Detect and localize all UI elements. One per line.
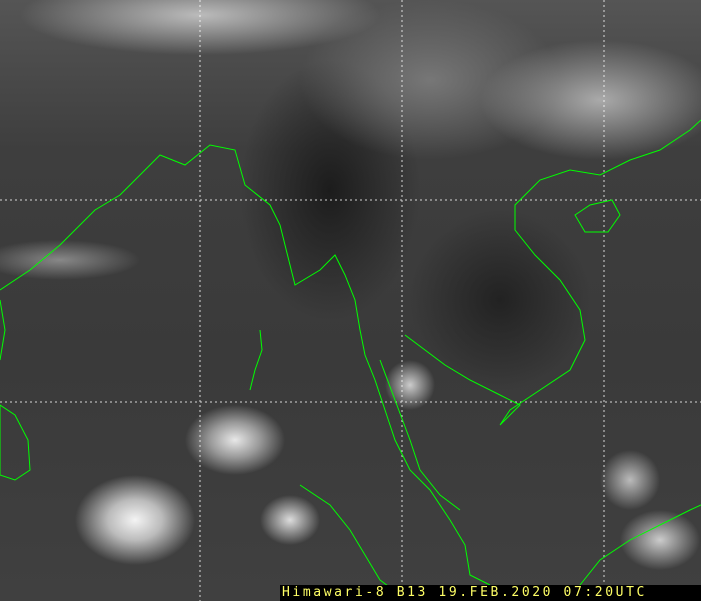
- coastline-sri-lanka: [0, 404, 31, 481]
- coastline-borneo: [579, 504, 701, 586]
- coastline-west-india: [0, 299, 6, 361]
- coastline-hainan: [574, 199, 621, 233]
- image-caption: Himawari-8 B13 19.FEB.2020 07:20UTC: [280, 585, 701, 601]
- coastline-india-bangladesh-myanmar: [0, 144, 491, 586]
- coastline-thailand-vietnam: [404, 119, 701, 426]
- coastline-malay-peninsula: [379, 359, 461, 511]
- coastline-andaman-islands: [249, 329, 263, 391]
- coastline-sumatra: [299, 484, 401, 596]
